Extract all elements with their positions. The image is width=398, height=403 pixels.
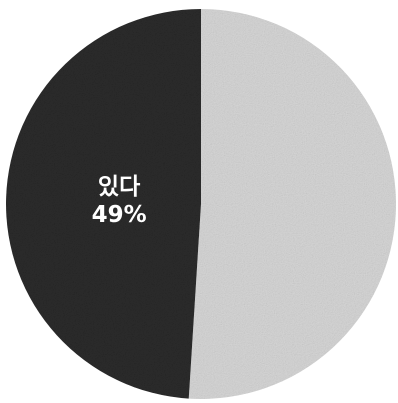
pie-slices xyxy=(6,9,397,399)
pie-slice-1 xyxy=(6,9,201,399)
pie-slice-0 xyxy=(188,9,397,399)
pie-slice-1-percent: 49% xyxy=(92,202,147,228)
pie-slice-1-label: 있다 xyxy=(98,174,140,200)
